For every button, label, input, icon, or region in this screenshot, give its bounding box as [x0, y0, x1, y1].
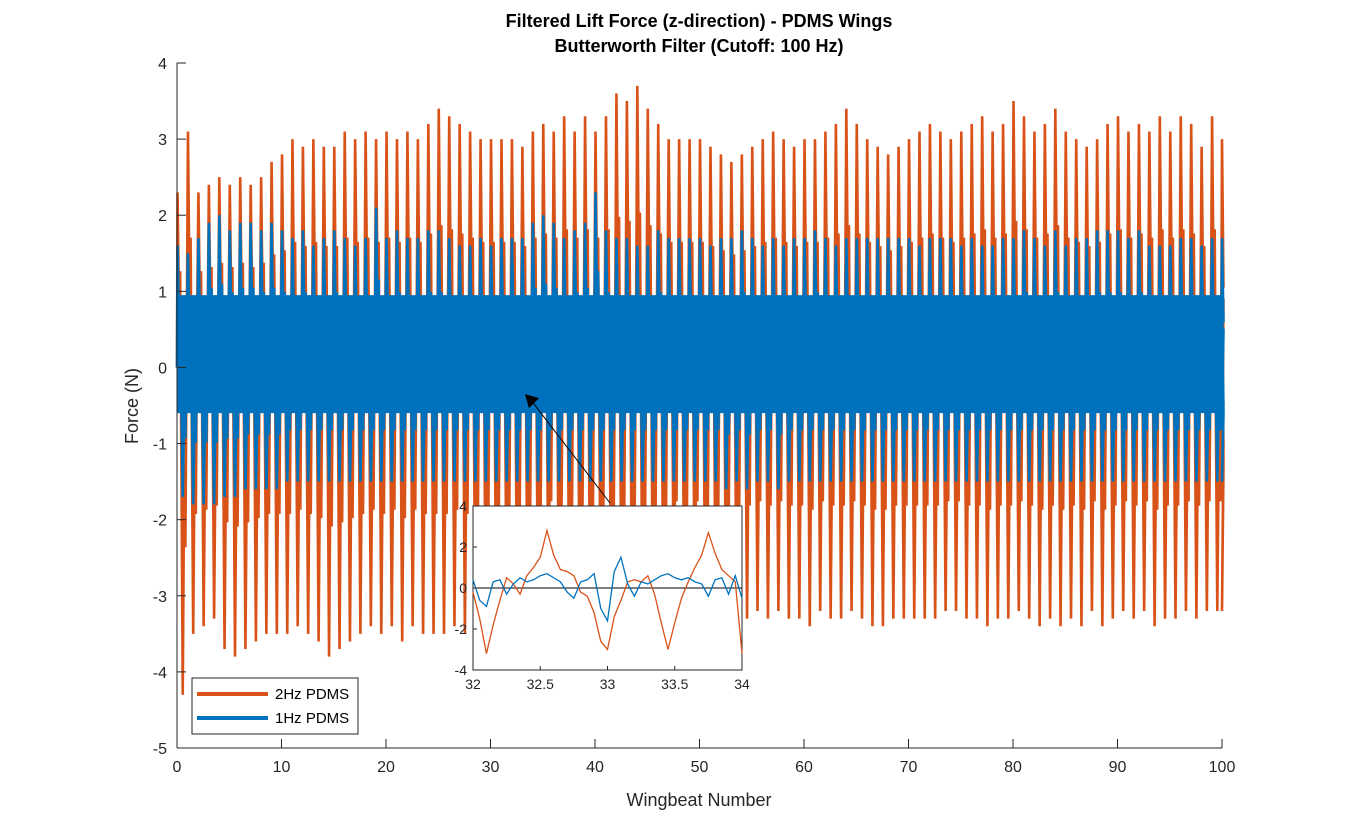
- inset-x-tick-label: 32: [465, 676, 481, 692]
- legend: 2Hz PDMS 1Hz PDMS: [191, 677, 359, 735]
- x-tick-label: 50: [691, 759, 709, 776]
- plot-area: [175, 85, 1225, 695]
- x-tick-label: 60: [795, 759, 813, 776]
- x-tick-label: 40: [586, 759, 604, 776]
- inset-x-tick-label: 32.5: [527, 676, 554, 692]
- y-tick-label: 0: [158, 360, 167, 377]
- inset-x-tick-label: 34: [734, 676, 750, 692]
- inset-plot: 32 32.5 33 33.5 34 -4 -2 0 2 4: [455, 394, 750, 692]
- inset-series-2hz-pdms: [472, 528, 743, 654]
- x-tick-label: 0: [173, 759, 182, 776]
- y-tick-label: 3: [158, 132, 167, 149]
- x-tick-label: 20: [377, 759, 395, 776]
- inset-y-tick-label: 4: [459, 498, 467, 514]
- inset-x-tick-label: 33.5: [661, 676, 688, 692]
- series-1hz-pdms: [175, 192, 1225, 505]
- y-tick-label: -3: [153, 589, 167, 606]
- chart-title: Filtered Lift Force (z-direction) - PDMS…: [506, 11, 893, 31]
- y-tick-label: 2: [158, 208, 167, 225]
- inset-y-tick-label: -4: [455, 662, 468, 678]
- x-tick-label: 80: [1004, 759, 1022, 776]
- inset-arrow-line: [530, 399, 611, 504]
- chart-titles: Filtered Lift Force (z-direction) - PDMS…: [506, 11, 893, 56]
- inset-x-tick-label: 33: [600, 676, 616, 692]
- inset-y-tick-label: -2: [455, 621, 468, 637]
- legend-box: [191, 677, 359, 735]
- y-tick-label: -4: [153, 665, 167, 682]
- chart-subtitle: Butterworth Filter (Cutoff: 100 Hz): [555, 36, 844, 56]
- inset-series-1hz-pdms: [472, 555, 743, 623]
- y-tick-label: -1: [153, 437, 167, 454]
- y-tick-label: 4: [158, 56, 167, 73]
- inset-y-tick-label: 2: [459, 539, 467, 555]
- y-tick-label: 1: [158, 284, 167, 301]
- legend-label-1hz: 1Hz PDMS: [275, 710, 349, 727]
- y-tick-label: -5: [153, 741, 167, 758]
- inset-arrow-head: [524, 394, 539, 409]
- x-tick-label: 90: [1109, 759, 1127, 776]
- y-tick-label: -2: [153, 513, 167, 530]
- y-axis-label: Force (N): [122, 368, 142, 444]
- x-tick-label: 10: [273, 759, 291, 776]
- series-dense-band: [177, 295, 1222, 414]
- inset-y-tick-label: 0: [459, 580, 467, 596]
- x-tick-label: 70: [900, 759, 918, 776]
- x-axis-label: Wingbeat Number: [626, 790, 771, 810]
- x-tick-label: 30: [482, 759, 500, 776]
- x-tick-label: 100: [1209, 759, 1236, 776]
- legend-label-2hz: 2Hz PDMS: [275, 686, 349, 703]
